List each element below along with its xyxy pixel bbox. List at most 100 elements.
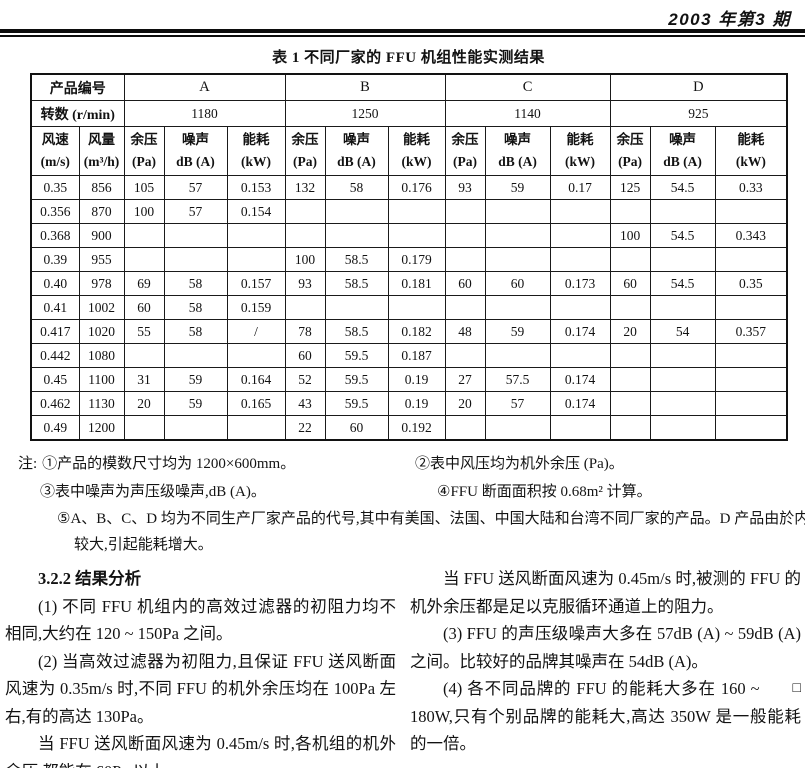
- table-cell: [123, 223, 165, 248]
- table-row: 0.49 1200 22 60 0.192: [30, 415, 788, 441]
- table-cell: 58.5: [324, 271, 389, 296]
- left-paragraph-3: 当 FFU 送风断面风速为 0.45m/s 时,各机组的机外余压,都能在 60P…: [5, 734, 396, 768]
- table-cell: 132: [284, 175, 326, 200]
- table-cell: [649, 367, 716, 392]
- table-cell: 60: [484, 271, 551, 296]
- table-cell: [284, 199, 326, 224]
- table-cell: 60: [444, 271, 486, 296]
- table-cell: [609, 367, 651, 392]
- table-cell: [226, 343, 286, 368]
- rpm-label: 转数 (r/min): [30, 100, 125, 127]
- table-body: 0.35 856 105 57 0.153 132 58 0.176 93 59 0.17 125 54…: [30, 175, 788, 441]
- table-cell: [609, 295, 651, 320]
- table-cell: 54: [649, 319, 716, 344]
- table-cell: [163, 343, 228, 368]
- table-cell: 0.442: [30, 343, 80, 368]
- table-cell: [484, 415, 551, 441]
- notes-label: 注:: [18, 456, 38, 472]
- table-cell: [324, 295, 389, 320]
- table-cell: 0.157: [226, 271, 286, 296]
- right-paragraph-2: (3) FFU 的声压级噪声大多在 57dB (A) ~ 59dB (A) 之间…: [410, 624, 801, 671]
- table-cell: 59.5: [324, 391, 389, 416]
- table-cell: [484, 295, 551, 320]
- pressure-header-c: 余压 (Pa): [444, 126, 486, 176]
- table-cell: 1020: [78, 319, 125, 344]
- table-cell: 0.35: [714, 271, 788, 296]
- table-cell: 0.40: [30, 271, 80, 296]
- table-cell: [649, 295, 716, 320]
- table-cell: 900: [78, 223, 125, 248]
- table-cell: [609, 391, 651, 416]
- table-cell: 100: [284, 247, 326, 272]
- note-3: ③表中噪声为声压级噪声,dB (A)。: [40, 484, 266, 500]
- table-cell: [123, 415, 165, 441]
- table-row: 0.39 955 100 58.5 0.179: [30, 247, 788, 272]
- table-cell: [324, 199, 389, 224]
- table-cell: [444, 415, 486, 441]
- article-end-mark: □: [792, 681, 801, 696]
- table-cell: [549, 343, 611, 368]
- table-cell: 69: [123, 271, 165, 296]
- table-cell: [324, 223, 389, 248]
- table-cell: [714, 199, 788, 224]
- table-cell: [444, 247, 486, 272]
- table-row: 0.442 1080 60 59.5 0.187: [30, 343, 788, 368]
- product-id-label: 产品编号: [30, 73, 125, 101]
- noise-header-c: 噪声 dB (A): [484, 126, 551, 176]
- table-cell: 0.176: [387, 175, 446, 200]
- table-cell: 58: [324, 175, 389, 200]
- table-cell: [609, 415, 651, 441]
- noise-header-a: 噪声 dB (A): [163, 126, 228, 176]
- table-cell: 0.174: [549, 391, 611, 416]
- table-cell: 0.174: [549, 367, 611, 392]
- table-cell: [649, 247, 716, 272]
- left-paragraph-2: (2) 当高效过滤器为初阻力,且保证 FFU 送风断面风速为 0.35m/s 时…: [5, 651, 396, 726]
- table-cell: [714, 391, 788, 416]
- product-c-rpm: 1140: [444, 100, 611, 127]
- table-cell: 856: [78, 175, 125, 200]
- table-cell: 57: [163, 175, 228, 200]
- table-title: 表 1 不同厂家的 FFU 机组性能实测结果: [272, 50, 545, 66]
- table-cell: 0.165: [226, 391, 286, 416]
- table-cell: [609, 199, 651, 224]
- table-cell: 43: [284, 391, 326, 416]
- table-cell: 57.5: [484, 367, 551, 392]
- table-cell: 60: [123, 295, 165, 320]
- table-row: 0.356 870 100 57 0.154: [30, 199, 788, 224]
- table-row: 0.368 900 100 54.5 0.343: [30, 223, 788, 248]
- table-cell: [226, 415, 286, 441]
- table-cell: [387, 199, 446, 224]
- table-cell: [387, 295, 446, 320]
- table-cell: 0.19: [387, 391, 446, 416]
- body-text: 3.2.2 结果分析 (1) 不同 FFU 机组内的高效过滤器的初阻力均不相同,…: [5, 565, 801, 768]
- power-header-c: 能耗 (kW): [549, 126, 611, 176]
- page-header: 2003 年第3 期: [0, 0, 805, 29]
- table-cell: [284, 223, 326, 248]
- table-cell: 0.192: [387, 415, 446, 441]
- table-cell: 20: [123, 391, 165, 416]
- table-cell: 59.5: [324, 367, 389, 392]
- table-notes: 注: ①产品的模数尺寸均为 1200×600mm。 ②表中风压均为机外余压 (Pa…: [18, 450, 805, 558]
- table-cell: [163, 223, 228, 248]
- table-cell: 0.173: [549, 271, 611, 296]
- table-row: 0.40 978 69 58 0.157 93 58.5 0.181 60 60 0.173 60 54…: [30, 271, 788, 296]
- table-cell: 58.5: [324, 319, 389, 344]
- table-cell: 54.5: [649, 271, 716, 296]
- note-4: ④FFU 断面面积按 0.68m² 计算。: [437, 484, 652, 500]
- header-rule-thin: [0, 35, 805, 37]
- table-cell: 1200: [78, 415, 125, 441]
- table-cell: 60: [609, 271, 651, 296]
- table-cell: 1080: [78, 343, 125, 368]
- table-cell: 955: [78, 247, 125, 272]
- table-cell: [163, 247, 228, 272]
- product-d-rpm: 925: [609, 100, 788, 127]
- volume-header: 风量 (m³/h): [78, 126, 125, 176]
- table-cell: 1002: [78, 295, 125, 320]
- table-cell: [387, 223, 446, 248]
- table-cell: 1130: [78, 391, 125, 416]
- table-cell: [549, 295, 611, 320]
- table-cell: 0.33: [714, 175, 788, 200]
- table-cell: 0.343: [714, 223, 788, 248]
- note-1: 注: ①产品的模数尺寸均为 1200×600mm。: [18, 456, 296, 472]
- table-cell: 54.5: [649, 223, 716, 248]
